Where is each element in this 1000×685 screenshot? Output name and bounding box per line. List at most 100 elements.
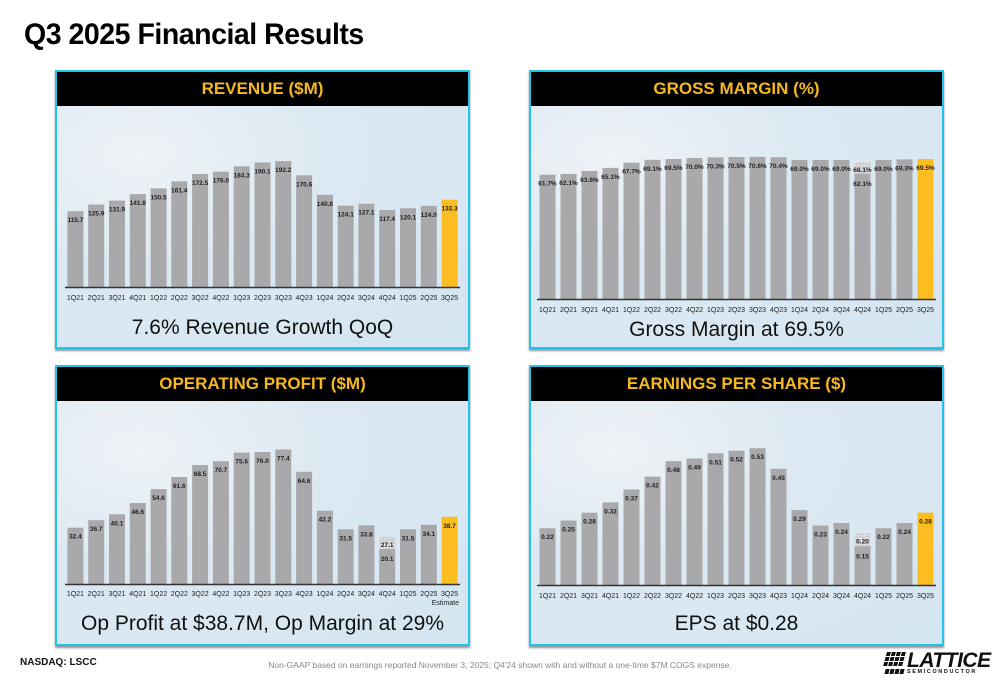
bar bbox=[88, 204, 105, 287]
bar-value-label: 190.1 bbox=[254, 169, 271, 176]
bar-value-label: 54.6 bbox=[152, 495, 165, 502]
x-tick-label: 1Q21 bbox=[67, 295, 84, 302]
bar bbox=[896, 159, 913, 299]
bar bbox=[337, 529, 354, 584]
bar-highlight bbox=[441, 516, 458, 584]
bar-value-label: 63.6% bbox=[580, 177, 599, 184]
bar bbox=[233, 166, 250, 287]
bar-value-label: 117.4 bbox=[379, 216, 395, 223]
bar bbox=[581, 512, 598, 585]
x-tick-label: 3Q22 bbox=[192, 295, 209, 302]
x-tick-label: 3Q24 bbox=[358, 591, 375, 598]
bar bbox=[770, 468, 787, 585]
lattice-logo: LATTICE SEMICONDUCTOR bbox=[883, 649, 991, 678]
x-tick-label: 2Q23 bbox=[728, 307, 745, 314]
bar bbox=[337, 205, 354, 287]
x-tick-label: 3Q24 bbox=[358, 295, 375, 302]
bar bbox=[812, 525, 829, 585]
x-tick-label: 2Q22 bbox=[171, 591, 188, 598]
bar-value-label: 140.8 bbox=[317, 201, 334, 208]
x-tick-label: 3Q22 bbox=[665, 307, 682, 314]
bar bbox=[400, 208, 416, 287]
x-tick-label: 4Q22 bbox=[212, 295, 229, 302]
x-tick-label: 4Q24 bbox=[854, 307, 871, 314]
bar bbox=[875, 528, 892, 585]
x-tick-label: 2Q21 bbox=[560, 307, 577, 314]
bar bbox=[296, 175, 313, 287]
x-tick-label: 3Q21 bbox=[108, 591, 125, 598]
eps-header: EARNINGS PER SHARE ($) bbox=[531, 367, 942, 401]
bar bbox=[560, 520, 577, 585]
x-tick-label: 4Q23 bbox=[296, 591, 313, 598]
bar-value-label: 38.7 bbox=[443, 523, 456, 530]
logo-wordmark: LATTICE bbox=[907, 649, 991, 672]
bar-value-label: 70.5% bbox=[727, 163, 746, 170]
revenue-chart: 115.7 1Q21 125.9 2Q21 131.9 3Q21 141.8 4Q21 150.… bbox=[65, 161, 460, 302]
bar bbox=[254, 162, 271, 287]
x-tick-label: 2Q24 bbox=[337, 295, 354, 302]
x-tick-label: 4Q23 bbox=[296, 295, 313, 302]
bar-value-label: 68.5 bbox=[194, 471, 207, 478]
bar-value-label: 0.49 bbox=[688, 465, 701, 472]
x-tick-label: 1Q23 bbox=[707, 307, 724, 314]
bar bbox=[400, 529, 416, 584]
bar bbox=[602, 502, 619, 585]
bar-highlight bbox=[441, 199, 458, 287]
x-tick-label: 3Q23 bbox=[275, 591, 292, 598]
bar bbox=[109, 514, 125, 584]
operating-profit-panel: OPERATING PROFIT ($M) 32.4 1Q21 36.7 2Q21 40… bbox=[55, 365, 470, 646]
x-tick-label: 3Q24 bbox=[833, 307, 850, 314]
x-tick-label: 4Q23 bbox=[770, 593, 787, 600]
bar-highlight bbox=[917, 512, 934, 585]
x-tick-label: 2Q24 bbox=[812, 593, 829, 600]
x-tick-label: 3Q22 bbox=[665, 593, 682, 600]
bar bbox=[129, 194, 146, 287]
x-tick-label: 2Q22 bbox=[171, 295, 188, 302]
bar bbox=[707, 453, 724, 585]
bar-value-label: 70.0% bbox=[685, 164, 704, 171]
x-tick-label: 4Q24 bbox=[379, 591, 396, 598]
bar-value-label: 0.45 bbox=[772, 475, 785, 482]
bar-value-label: 0.29 bbox=[793, 516, 806, 523]
bar-value-label: 161.4 bbox=[171, 187, 188, 194]
x-tick-label: 3Q25 bbox=[917, 307, 934, 314]
bar-value-label: 0.51 bbox=[709, 459, 722, 466]
x-tick-label: 2Q21 bbox=[88, 591, 105, 598]
x-tick-label: 2Q22 bbox=[644, 307, 661, 314]
bar bbox=[109, 200, 125, 287]
bar bbox=[560, 173, 577, 299]
bar-value-label: 0.25 bbox=[562, 527, 575, 534]
bar-value-label: 61.7% bbox=[538, 181, 557, 188]
gross-margin-caption: Gross Margin at 69.5% bbox=[629, 318, 844, 341]
bar-value-label: 131.9 bbox=[109, 207, 126, 214]
bar-value-label: 31.5 bbox=[402, 535, 415, 542]
x-tick-label: 1Q24 bbox=[316, 591, 333, 598]
ticker-label: NASDAQ: LSCC bbox=[20, 657, 97, 668]
bar-value-label: 40.1 bbox=[111, 520, 124, 527]
x-tick-label: 3Q25 bbox=[441, 591, 458, 598]
bar bbox=[644, 476, 661, 585]
x-tick-label: 2Q25 bbox=[896, 307, 913, 314]
x-tick-label: 1Q23 bbox=[233, 591, 250, 598]
bar-value-label: 133.3 bbox=[441, 206, 458, 213]
bar bbox=[728, 157, 745, 299]
bar bbox=[296, 471, 313, 584]
bar-value-label: 0.37 bbox=[625, 496, 638, 503]
logo-subtitle: SEMICONDUCTOR bbox=[907, 669, 977, 675]
x-tick-label: 1Q25 bbox=[875, 593, 892, 600]
bar bbox=[854, 173, 871, 299]
x-tick-label: 2Q25 bbox=[420, 295, 437, 302]
footnote: Non-GAAP based on earnings reported Nove… bbox=[268, 660, 732, 670]
bar bbox=[665, 461, 682, 585]
bar-value-label: 67.7% bbox=[622, 169, 641, 176]
bar-value-label: 70.7 bbox=[215, 467, 228, 474]
bar bbox=[233, 452, 250, 584]
x-tick-label: 3Q24 bbox=[833, 593, 850, 600]
revenue-caption: 7.6% Revenue Growth QoQ bbox=[131, 316, 394, 339]
bar-value-label: 62.1% bbox=[853, 181, 872, 188]
bar-value-label: 141.8 bbox=[130, 200, 147, 207]
bar bbox=[254, 452, 271, 584]
x-tick-label: 3Q25 bbox=[917, 593, 934, 600]
x-tick-label: 2Q21 bbox=[560, 593, 577, 600]
bar bbox=[420, 524, 437, 584]
